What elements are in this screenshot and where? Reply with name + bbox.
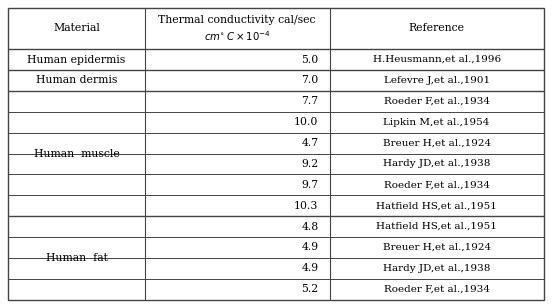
Text: Reference: Reference: [408, 23, 465, 33]
Text: H.Heusmann,et al.,1996: H.Heusmann,et al.,1996: [373, 55, 501, 64]
Text: Roeder F,et al.,1934: Roeder F,et al.,1934: [384, 285, 490, 294]
Text: Thermal conductivity cal/sec: Thermal conductivity cal/sec: [158, 15, 316, 25]
Text: Hatfield HS,et al.,1951: Hatfield HS,et al.,1951: [376, 222, 497, 231]
Text: 5.0: 5.0: [301, 55, 319, 64]
Text: 4.9: 4.9: [301, 243, 319, 252]
Text: Hatfield HS,et al.,1951: Hatfield HS,et al.,1951: [376, 201, 497, 210]
Text: Human dermis: Human dermis: [36, 76, 117, 85]
Text: 10.0: 10.0: [294, 117, 319, 127]
Text: 10.3: 10.3: [294, 201, 319, 211]
Text: Roeder F,et al.,1934: Roeder F,et al.,1934: [384, 180, 490, 189]
Text: Breuer H,et al.,1924: Breuer H,et al.,1924: [383, 138, 491, 148]
Text: 9.7: 9.7: [301, 180, 319, 190]
Text: 4.7: 4.7: [301, 138, 319, 148]
Text: Human epidermis: Human epidermis: [28, 55, 126, 64]
Text: 7.0: 7.0: [301, 76, 319, 85]
Text: 7.7: 7.7: [301, 96, 319, 106]
Text: Hardy JD,et al.,1938: Hardy JD,et al.,1938: [383, 159, 490, 169]
Text: $cm^{\circ}\,C\times10^{-4}$: $cm^{\circ}\,C\times10^{-4}$: [204, 29, 270, 43]
Text: Human  fat: Human fat: [46, 253, 108, 263]
Text: Breuer H,et al.,1924: Breuer H,et al.,1924: [383, 243, 491, 252]
Text: Lefevre J,et al.,1901: Lefevre J,et al.,1901: [384, 76, 490, 85]
Text: Lipkin M,et al.,1954: Lipkin M,et al.,1954: [384, 118, 490, 127]
Text: Hardy JD,et al.,1938: Hardy JD,et al.,1938: [383, 264, 490, 273]
Text: 4.8: 4.8: [301, 222, 319, 231]
Text: 5.2: 5.2: [301, 284, 319, 294]
Text: Material: Material: [53, 23, 100, 33]
Text: Human  muscle: Human muscle: [34, 149, 119, 158]
Text: Roeder F,et al.,1934: Roeder F,et al.,1934: [384, 97, 490, 106]
Text: 4.9: 4.9: [301, 263, 319, 273]
Text: 9.2: 9.2: [301, 159, 319, 169]
